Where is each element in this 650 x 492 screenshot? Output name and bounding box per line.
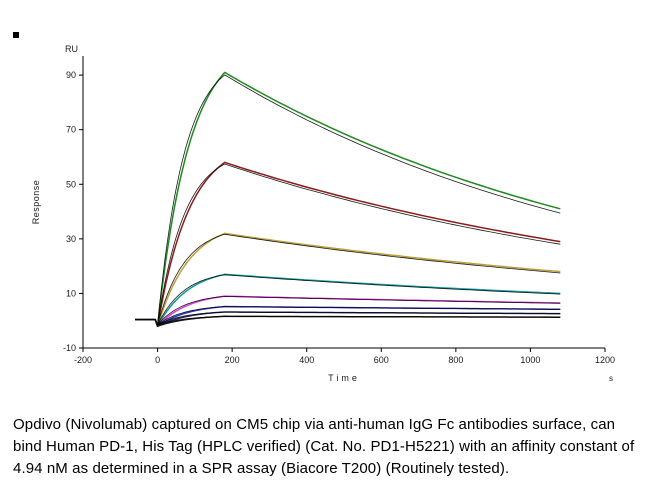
fit-curve-concentration-5 <box>135 295 561 326</box>
y-tick-label: 70 <box>66 125 76 135</box>
y-axis-title: Response <box>31 180 41 225</box>
fit-curve-concentration-8 <box>135 316 561 326</box>
y-tick-label: 30 <box>66 234 76 244</box>
x-tick-label: 0 <box>155 355 160 365</box>
y-tick-label: 90 <box>66 70 76 80</box>
x-tick-label: -200 <box>74 355 92 365</box>
fit-curve-concentration-3 <box>135 233 561 326</box>
y-tick-label: 10 <box>66 288 76 298</box>
fit-curve-concentration-1 <box>135 74 561 327</box>
spr-sensorgram-svg: -200 0 200 400 600 800 1000 1200 -10 10 30 50 70 90 RU… <box>31 44 615 383</box>
x-axis-unit: s <box>609 374 613 383</box>
fit-curve-concentration-7 <box>135 311 561 326</box>
y-tick-label: 50 <box>66 179 76 189</box>
x-tick-label: 800 <box>448 355 463 365</box>
figure-caption: Opdivo (Nivolumab) captured on CM5 chip … <box>13 416 635 477</box>
x-axis-title: Time <box>328 373 360 383</box>
fit-curve-concentration-4 <box>135 274 561 326</box>
series-curve-concentration-1 <box>135 71 561 327</box>
y-tick-label: -10 <box>63 343 76 353</box>
series-curve-concentration-4 <box>135 273 561 327</box>
series-curve-concentration-2 <box>135 161 561 327</box>
ru-label: RU <box>65 44 78 54</box>
fit-curve-concentration-6 <box>135 306 561 326</box>
spr-sensorgram-chart: -200 0 200 400 600 800 1000 1200 -10 10 30 50 70 90 RU… <box>25 40 625 400</box>
x-tick-label: 600 <box>374 355 389 365</box>
series-curve-concentration-3 <box>135 232 561 327</box>
x-tick-label: 200 <box>225 355 240 365</box>
x-tick-label: 400 <box>299 355 314 365</box>
list-bullet <box>13 32 19 38</box>
fit-curve-concentration-2 <box>135 163 561 327</box>
x-tick-label: 1000 <box>520 355 540 365</box>
x-tick-label: 1200 <box>595 355 615 365</box>
